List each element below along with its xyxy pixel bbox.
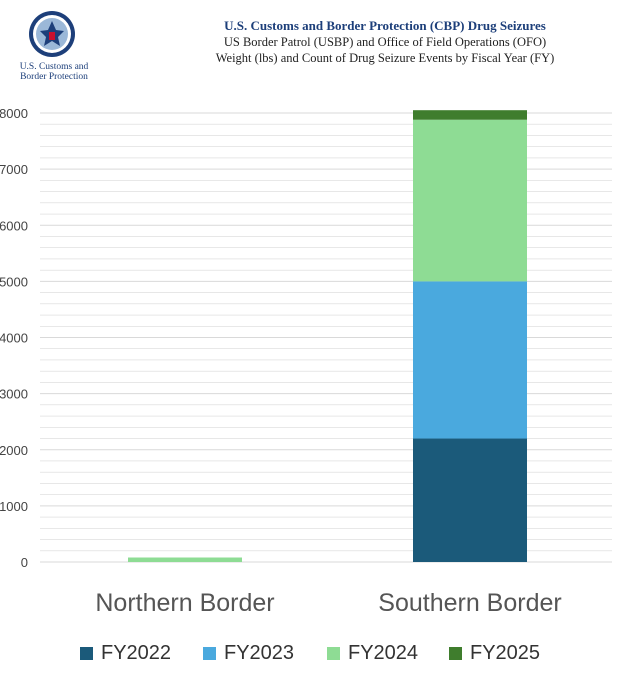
y-tick-label: 2000 [0,443,28,458]
legend-swatch [327,646,340,660]
chart-header: U.S. Customs and Border Protection U.S. … [0,0,625,95]
bar-segment-fy2024 [128,557,242,562]
agency-name: U.S. Customs and Border Protection [4,62,104,82]
cbp-seal-icon [29,11,75,57]
y-tick-label: 3000 [0,387,28,402]
y-tick-label: 0 [21,555,28,570]
y-tick-label: 5000 [0,274,28,289]
agency-name-line2: Border Protection [20,72,88,82]
bar-segment-fy2025 [413,110,527,120]
legend-item-fy2022: FY2022 [80,638,171,668]
chart-subtitle-1: US Border Patrol (USBP) and Office of Fi… [223,35,547,49]
agency-name-line1: U.S. Customs and [19,62,89,72]
y-tick-label: 7000 [0,162,28,177]
legend-item-fy2025: FY2025 [449,638,540,668]
bar-segment-fy2023 [413,281,527,439]
legend-swatch [203,646,216,660]
legend-item-fy2024: FY2024 [327,638,418,668]
bar-segment-fy2022 [413,438,527,562]
legend-label: FY2023 [224,641,295,664]
legend-label: FY2024 [348,641,419,664]
legend-item-fy2023: FY2023 [203,638,294,668]
chart-legend: FY2022 FY2023 FY2024 FY2025 [0,638,625,668]
y-tick-label: 4000 [0,331,28,346]
bar-segment-fy2024 [413,119,527,282]
legend-label: FY2022 [101,641,172,664]
y-tick-label: 8000 [0,106,28,121]
stacked-bar-chart: 0 1000 2000 3000 4000 5000 6000 7000 8000 Norther… [0,106,612,617]
x-category-label: Southern Border [378,589,561,617]
chart-titles: U.S. Customs and Border Protection (CBP)… [150,18,620,66]
y-tick-label: 1000 [0,499,28,514]
legend-swatch [449,646,462,660]
chart-subtitle-2: Weight (lbs) and Count of Drug Seizure E… [215,51,555,65]
chart-title: U.S. Customs and Border Protection (CBP)… [224,18,546,33]
y-tick-label: 6000 [0,218,28,233]
legend-label: FY2025 [470,641,541,664]
x-category-label: Northern Border [95,589,274,617]
legend-swatch [80,646,93,660]
